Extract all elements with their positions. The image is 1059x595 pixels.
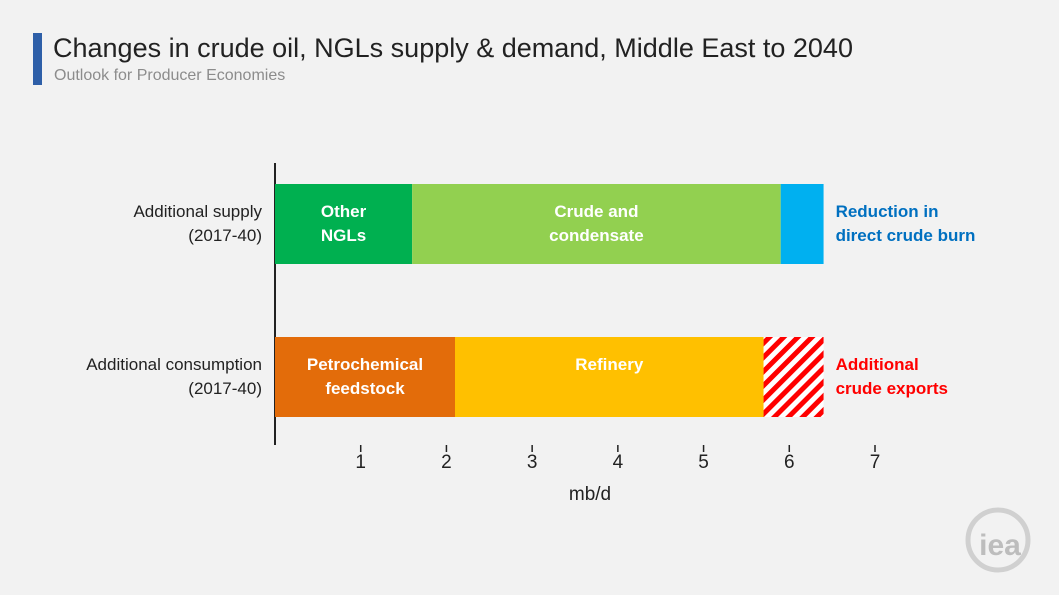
x-tick-label: 3 (527, 452, 538, 473)
x-axis-label: mb/d (569, 484, 611, 505)
x-tick-label: 5 (698, 452, 709, 473)
segment-label: Additional crude exports (835, 355, 948, 398)
x-tick-label: 6 (784, 452, 795, 473)
bar-segment (275, 337, 455, 417)
logo-ring (965, 507, 1031, 573)
title-accent (33, 33, 42, 85)
chart-subtitle: Outlook for Producer Economies (54, 67, 285, 84)
logo: iea (979, 529, 1021, 562)
segment-label: Petrochemical feedstock (306, 355, 424, 398)
x-tick-label: 1 (355, 452, 366, 473)
bar-segment (763, 337, 824, 417)
x-tick-label: 7 (870, 452, 881, 473)
bar-segment (780, 184, 824, 264)
segment-label: Crude and condensate (549, 202, 644, 245)
y-tick-label: Additional consumption (2017-40) (86, 355, 262, 398)
x-tick-label: 4 (613, 452, 624, 473)
y-tick-label: Additional supply (2017-40) (133, 202, 262, 245)
segment-label: Other NGLs (320, 202, 367, 245)
segment-label: Refinery (575, 355, 644, 374)
chart-title: Changes in crude oil, NGLs supply & dema… (53, 33, 853, 63)
bar-segment (412, 184, 781, 264)
segment-label: Reduction in direct crude burn (835, 202, 976, 245)
bar-segment (275, 184, 413, 264)
x-tick-label: 2 (441, 452, 452, 473)
bar-segment (455, 337, 764, 417)
